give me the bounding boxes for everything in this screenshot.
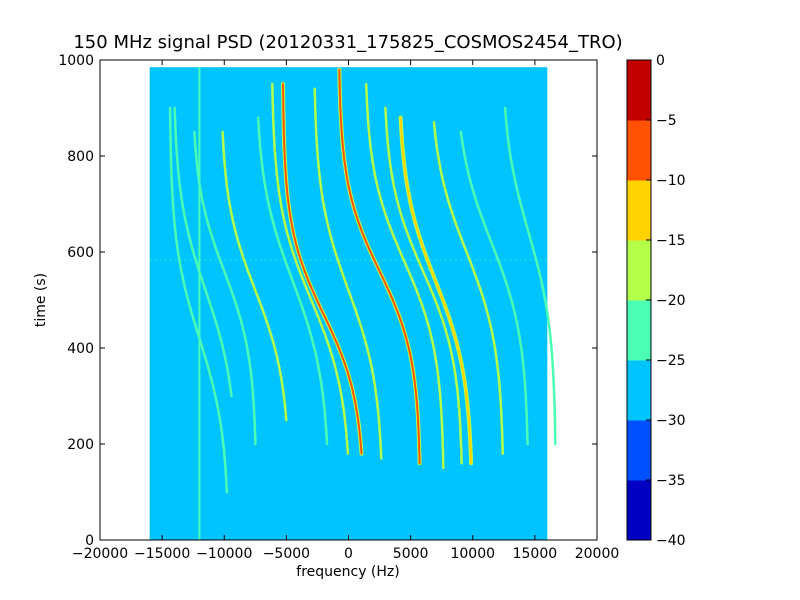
trace-line (256, 116, 329, 446)
x-tick-label: 10000 (450, 546, 495, 562)
colorbar-tick-label: 0 (656, 53, 665, 69)
y-tick-label: 400 (67, 341, 94, 357)
trace-line (459, 130, 529, 446)
trace-t12 (398, 115, 474, 466)
trace-line (282, 83, 363, 455)
trace-t2 (173, 106, 233, 398)
trace-t8 (313, 87, 383, 460)
trace-t14 (459, 130, 529, 446)
colorbar: 0 −5 −10 −15 −20 −25 −30 −35 −40 (626, 53, 686, 549)
trace-line (168, 106, 229, 494)
x-tick-label: 5000 (393, 546, 429, 562)
trace-line (173, 106, 233, 398)
colorbar-tick-label: −5 (656, 113, 677, 129)
trace-t9 (337, 67, 422, 466)
plot-area (99, 59, 598, 541)
colorbar-tick-label: −10 (656, 173, 686, 189)
colorbar-segment (627, 300, 651, 361)
x-tick-label: 15000 (513, 546, 558, 562)
colorbar-segment (627, 240, 651, 301)
y-tick-label: 1000 (58, 53, 94, 69)
trace-line (432, 121, 504, 455)
x-axis: −20000 −15000 −10000 −5000 0 5000 10000 15000 20… (72, 60, 619, 562)
trace-line (364, 82, 445, 470)
x-tick-label: −10000 (196, 546, 252, 562)
trace-t6 (271, 82, 350, 455)
trace-line (313, 87, 383, 460)
colorbar-tick-label: −30 (656, 413, 686, 429)
trace-line (503, 106, 557, 446)
trace-t5 (256, 116, 329, 446)
trace-line (221, 130, 288, 422)
trace-t13 (432, 121, 504, 455)
y-tick-label: 800 (67, 149, 94, 165)
trace-t15 (503, 106, 557, 446)
y-tick-label: 600 (67, 245, 94, 261)
x-tick-label: 0 (344, 546, 353, 562)
trace-line (338, 68, 421, 465)
trace-t11 (384, 106, 463, 465)
trace-t7 (281, 82, 364, 456)
y-tick-label: 0 (85, 533, 94, 549)
colorbar-segment (627, 360, 651, 421)
x-axis-label: frequency (Hz) (296, 564, 399, 580)
trace-t1 (168, 106, 229, 494)
signal-traces (149, 67, 557, 540)
trace-line (399, 116, 473, 465)
colorbar-tick-label: −35 (656, 473, 686, 489)
colorbar-segment (627, 120, 651, 181)
colorbar-tick-label: −20 (656, 293, 686, 309)
colorbar-tick-label: −40 (656, 533, 686, 549)
colorbar-segment (627, 60, 651, 121)
colorbar-tick-label: −15 (656, 233, 686, 249)
x-tick-label: 20000 (575, 546, 620, 562)
y-axis: 0 200 400 600 800 1000 (58, 53, 597, 549)
trace-line (271, 82, 350, 455)
x-tick-label: −5000 (263, 546, 310, 562)
x-tick-label: −20000 (72, 546, 128, 562)
y-tick-label: 200 (67, 437, 94, 453)
x-tick-label: −15000 (134, 546, 190, 562)
heatmap-background (149, 67, 548, 540)
trace-t4 (221, 130, 288, 422)
colorbar-segment (627, 420, 651, 481)
trace-t10 (364, 82, 445, 470)
y-axis-label: time (s) (33, 273, 49, 327)
trace-line (384, 106, 463, 465)
colorbar-segment (627, 480, 651, 541)
chart-title: 150 MHz signal PSD (20120331_175825_COSM… (73, 32, 622, 53)
colorbar-segment (627, 180, 651, 241)
colorbar-tick-label: −25 (656, 353, 686, 369)
